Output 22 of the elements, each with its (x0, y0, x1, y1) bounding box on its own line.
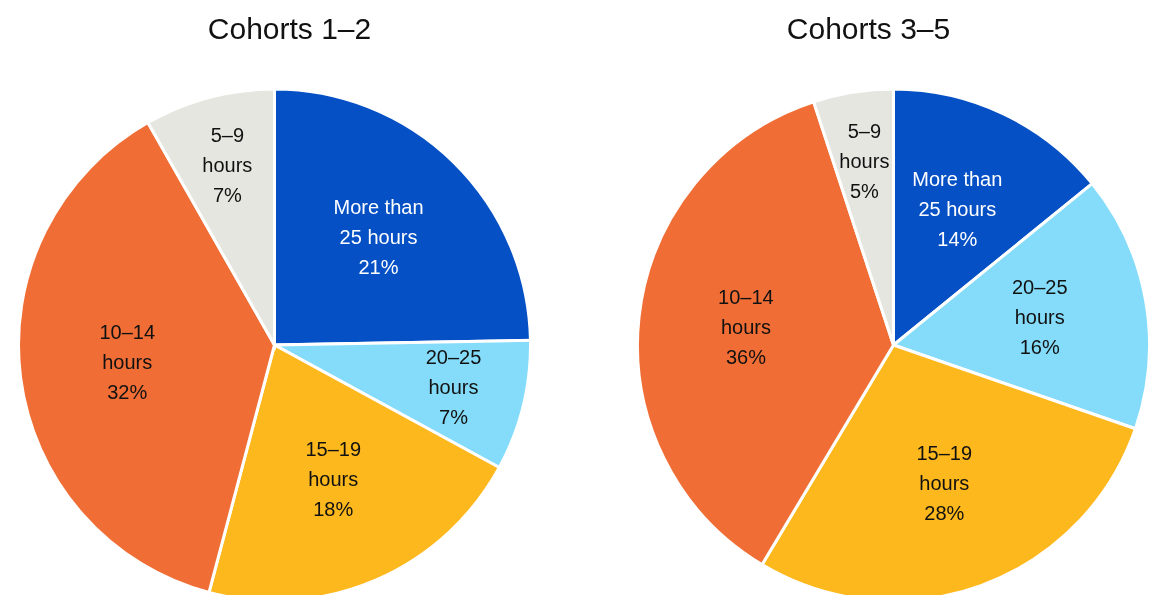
data-label: 36% (725, 345, 767, 368)
data-label: 28% (924, 501, 965, 524)
chart-title: Cohorts 1–2 (206, 12, 373, 46)
data-label: 21% (358, 256, 399, 279)
data-label: 7% (439, 406, 469, 429)
slice-label: 10–14 hours (99, 321, 156, 374)
data-label: 32% (107, 381, 148, 404)
data-label: 7% (212, 184, 243, 207)
slice-label: 5–9 hours (839, 120, 890, 173)
data-label: 14% (937, 228, 978, 251)
slice-label: 15–19 hours (916, 441, 973, 494)
slice-label: 20–25 hours (425, 346, 482, 399)
slice-label: More than 25 hours (912, 168, 1003, 221)
data-label: 5% (849, 180, 880, 203)
slice-label: 15–19 hours (305, 438, 362, 491)
data-label: 16% (1019, 336, 1060, 359)
slice-label: More than 25 hours (333, 196, 424, 249)
chart-title: Cohorts 3–5 (785, 12, 952, 46)
slice-label: 20–25 hours (1011, 276, 1068, 329)
slice-label: 5–9 hours (202, 124, 253, 177)
data-label: 18% (313, 498, 354, 521)
slice-label: 10–14 hours (718, 285, 774, 338)
